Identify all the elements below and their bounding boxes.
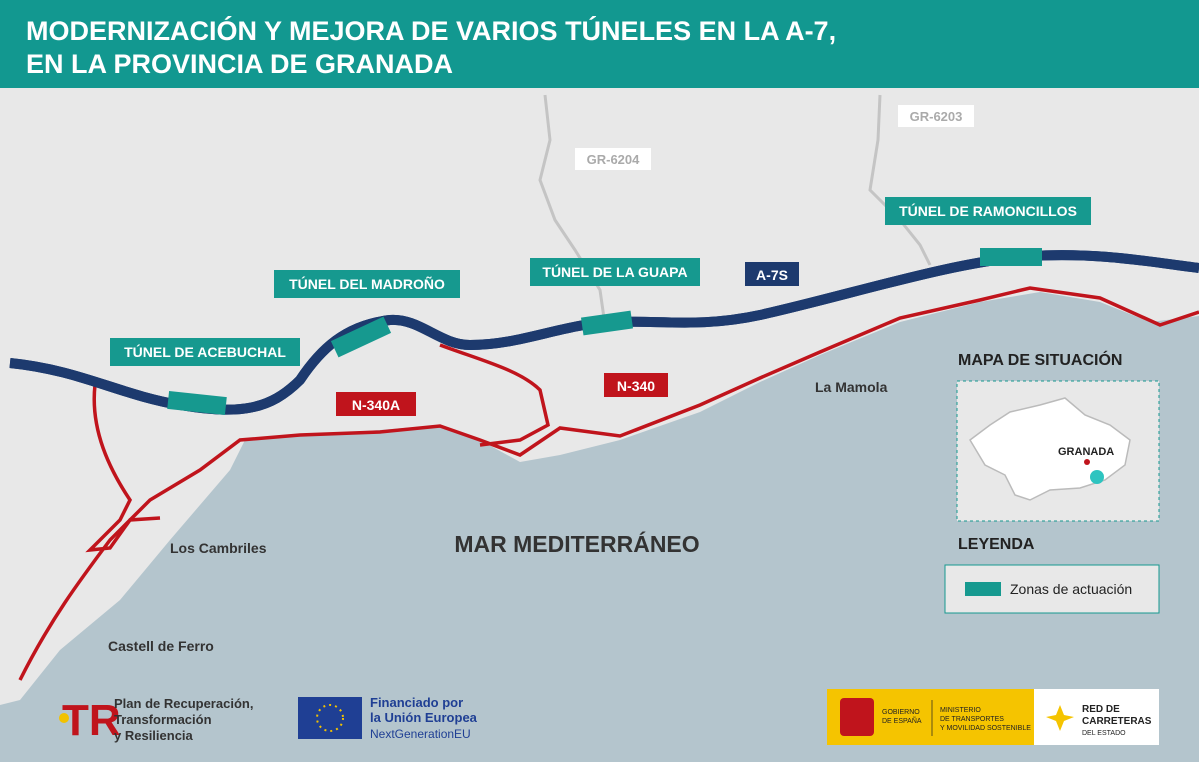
legend-swatch <box>965 582 1001 596</box>
eu-stars <box>316 704 344 732</box>
road-label: GR-6204 <box>587 152 641 167</box>
eu-text: la Unión Europea <box>370 710 478 725</box>
network-text: DEL ESTADO <box>1082 730 1126 737</box>
region-outline <box>969 397 1131 501</box>
title: EN LA PROVINCIA DE GRANADA <box>26 49 453 79</box>
recovery-text: y Resiliencia <box>114 728 194 743</box>
recovery-text: Plan de Recuperación, <box>114 696 253 711</box>
tunnel-zone <box>980 248 1042 266</box>
eu-flag <box>298 697 362 739</box>
network-text: CARRETERAS <box>1082 716 1152 727</box>
header-band <box>0 0 1199 88</box>
road-label-box <box>336 392 416 416</box>
road-label: N-340 <box>617 378 655 394</box>
government-text: DE ESPAÑA <box>882 716 922 725</box>
tunnel-zone <box>330 316 392 358</box>
ministry-text: MINISTERIO <box>940 707 981 714</box>
tunnel-zone <box>580 310 634 336</box>
government-text: GOBIERNO <box>882 709 920 716</box>
coat-of-arms <box>840 698 874 736</box>
tunnel-label: TÚNEL DE LA GUAPA <box>542 263 687 280</box>
tunnel-label-box <box>530 258 700 286</box>
eu-text: Financiado por <box>370 695 463 710</box>
tunnel-label: TÚNEL DEL MADROÑO <box>289 275 445 292</box>
recovery-logo: TR <box>62 696 121 745</box>
tunnel-label: TÚNEL DE ACEBUCHAL <box>124 343 286 360</box>
sea <box>0 292 1199 762</box>
eu-text: NextGenerationEU <box>370 727 471 741</box>
tunnel-label-box <box>110 338 300 366</box>
recovery-text: Transformación <box>114 712 212 727</box>
n-340-road <box>18 286 1199 681</box>
road-label-box <box>575 148 651 170</box>
city-dot <box>1084 459 1090 465</box>
road-label: N-340A <box>352 397 400 413</box>
place-label: Los Cambriles <box>170 540 267 556</box>
ministry-text: Y MOVILIDAD SOSTENIBLE <box>940 725 1031 732</box>
network-logo <box>1046 705 1074 731</box>
place-label: Castell de Ferro <box>108 638 214 654</box>
road-label: GR-6203 <box>910 109 963 124</box>
n-340a-road <box>85 384 161 553</box>
area-dot <box>1090 470 1104 484</box>
road-label-box <box>898 105 974 127</box>
network-text: RED DE <box>1082 704 1120 715</box>
legend-label: Zonas de actuación <box>1010 581 1132 597</box>
recovery-logo-dot <box>59 713 69 723</box>
tunnel-label-box <box>274 270 460 298</box>
road-label-box <box>604 373 668 397</box>
gr-6204-road <box>538 94 607 326</box>
tunnel-label-box <box>885 197 1091 225</box>
city-label: GRANADA <box>1058 446 1114 458</box>
place-label: La Mamola <box>815 379 888 395</box>
sea-label: MAR MEDITERRÁNEO <box>454 530 699 557</box>
title: MODERNIZACIÓN Y MEJORA DE VARIOS TÚNELES… <box>26 15 836 46</box>
legend-title: LEYENDA <box>958 536 1035 553</box>
road-label: A-7S <box>756 267 788 283</box>
tunnel-label: TÚNEL DE RAMONCILLOS <box>899 202 1077 219</box>
road-label-box <box>745 262 799 286</box>
situation-title: MAPA DE SITUACIÓN <box>958 350 1122 369</box>
ministry-text: DE TRANSPORTES <box>940 716 1004 723</box>
tunnel-zone <box>167 391 227 415</box>
n-340-link <box>439 343 551 447</box>
